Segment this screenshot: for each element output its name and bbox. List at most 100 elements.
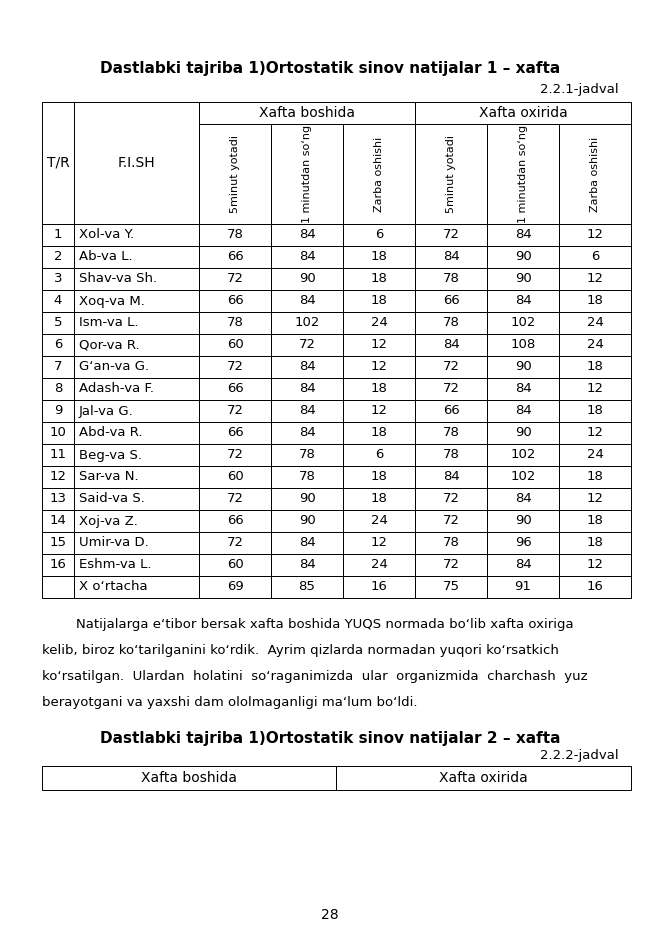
Bar xyxy=(559,356,631,378)
Bar xyxy=(199,124,271,224)
Text: 66: 66 xyxy=(227,426,243,439)
Bar xyxy=(74,510,199,532)
Bar xyxy=(74,554,199,576)
Text: Umir-va D.: Umir-va D. xyxy=(79,537,149,550)
Bar xyxy=(271,290,343,312)
Text: 1: 1 xyxy=(54,228,62,241)
Bar xyxy=(559,444,631,466)
Text: 24: 24 xyxy=(371,558,387,571)
Text: Beg-va S.: Beg-va S. xyxy=(79,449,142,462)
Bar xyxy=(415,334,487,356)
Bar xyxy=(42,532,74,554)
Bar xyxy=(42,554,74,576)
Bar xyxy=(74,466,199,488)
Text: 24: 24 xyxy=(586,338,603,352)
Bar xyxy=(271,268,343,290)
Bar xyxy=(559,466,631,488)
Bar xyxy=(559,124,631,224)
Text: 84: 84 xyxy=(299,228,315,241)
Text: 84: 84 xyxy=(299,405,315,418)
Bar xyxy=(559,246,631,268)
Bar xyxy=(199,224,271,246)
Text: 90: 90 xyxy=(299,272,315,285)
Bar xyxy=(343,466,415,488)
Text: 16: 16 xyxy=(50,558,67,571)
Text: 78: 78 xyxy=(443,317,459,329)
Text: 78: 78 xyxy=(227,317,243,329)
Text: 96: 96 xyxy=(515,537,531,550)
Bar xyxy=(487,532,559,554)
Text: 78: 78 xyxy=(443,272,459,285)
Text: 66: 66 xyxy=(443,295,459,308)
Bar xyxy=(415,268,487,290)
Text: 16: 16 xyxy=(586,581,603,594)
Text: 10: 10 xyxy=(50,426,67,439)
Text: 84: 84 xyxy=(299,426,315,439)
Bar xyxy=(343,400,415,422)
Text: 2: 2 xyxy=(54,251,62,264)
Bar xyxy=(343,510,415,532)
Text: 78: 78 xyxy=(443,537,459,550)
Text: 84: 84 xyxy=(299,558,315,571)
Text: 60: 60 xyxy=(227,470,243,483)
Bar xyxy=(487,554,559,576)
Text: 18: 18 xyxy=(586,295,603,308)
Text: 72: 72 xyxy=(442,228,459,241)
Text: 5: 5 xyxy=(54,317,62,329)
Text: 24: 24 xyxy=(371,514,387,527)
Bar xyxy=(199,422,271,444)
Text: Dastlabki tajriba 1)Ortostatik sinov natijalar 2 – xafta: Dastlabki tajriba 1)Ortostatik sinov nat… xyxy=(100,730,561,745)
Text: G‘an-va G.: G‘an-va G. xyxy=(79,361,149,373)
Bar xyxy=(271,488,343,510)
Text: 84: 84 xyxy=(299,295,315,308)
Bar xyxy=(415,312,487,334)
Bar xyxy=(74,290,199,312)
Text: 72: 72 xyxy=(442,382,459,396)
Bar xyxy=(487,312,559,334)
Bar xyxy=(199,334,271,356)
Text: 1 minutdan so‘ng: 1 minutdan so‘ng xyxy=(518,125,528,223)
Text: 18: 18 xyxy=(586,361,603,373)
Text: 12: 12 xyxy=(586,493,603,506)
Bar xyxy=(487,246,559,268)
Bar xyxy=(343,290,415,312)
Bar xyxy=(487,224,559,246)
Bar xyxy=(487,290,559,312)
Text: 28: 28 xyxy=(321,908,339,922)
Bar xyxy=(199,466,271,488)
Bar xyxy=(42,488,74,510)
Text: Jal-va G.: Jal-va G. xyxy=(79,405,134,418)
Bar xyxy=(559,422,631,444)
Bar xyxy=(415,510,487,532)
Text: 6: 6 xyxy=(54,338,62,352)
Text: 90: 90 xyxy=(515,426,531,439)
Bar xyxy=(271,532,343,554)
Bar xyxy=(271,334,343,356)
Bar xyxy=(42,378,74,400)
Bar xyxy=(559,510,631,532)
Text: Zarba oshishi: Zarba oshishi xyxy=(374,137,384,211)
Bar xyxy=(42,400,74,422)
Bar xyxy=(343,444,415,466)
Text: 4: 4 xyxy=(54,295,62,308)
Bar xyxy=(343,488,415,510)
Bar xyxy=(415,576,487,598)
Text: Xafta oxirida: Xafta oxirida xyxy=(479,106,567,120)
Bar xyxy=(199,400,271,422)
Bar xyxy=(343,246,415,268)
Text: 78: 78 xyxy=(299,470,315,483)
Bar xyxy=(559,532,631,554)
Text: Zarba oshishi: Zarba oshishi xyxy=(590,137,600,211)
Bar xyxy=(74,312,199,334)
Text: 18: 18 xyxy=(586,537,603,550)
Text: 84: 84 xyxy=(515,382,531,396)
Bar xyxy=(42,466,74,488)
Text: 90: 90 xyxy=(515,361,531,373)
Text: 2.2.2-jadval: 2.2.2-jadval xyxy=(541,750,619,763)
Text: 78: 78 xyxy=(443,449,459,462)
Bar xyxy=(343,422,415,444)
Text: 84: 84 xyxy=(515,295,531,308)
Bar xyxy=(74,400,199,422)
Text: 5minut yotadi: 5minut yotadi xyxy=(230,135,240,213)
Text: 69: 69 xyxy=(227,581,243,594)
